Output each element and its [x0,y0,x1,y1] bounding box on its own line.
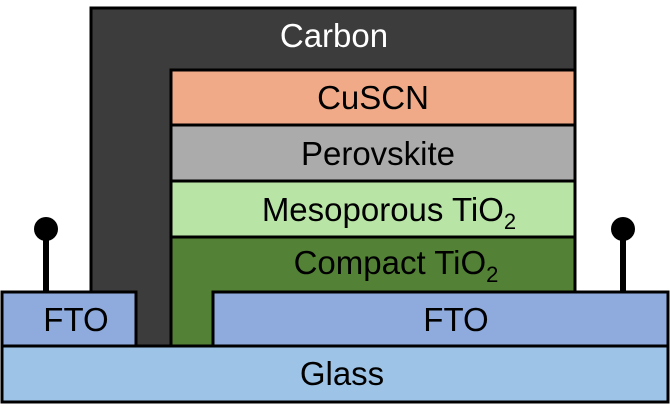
fto-left-layer: FTO [0,290,138,348]
fto-right-label: FTO [423,301,488,338]
perovskite-layer: Perovskite [169,123,577,183]
carbon-label: Carbon [280,17,388,54]
cuscn-label: CuSCN [317,79,429,116]
cuscn-rect [169,68,577,127]
left-contact-terminal [34,217,58,241]
mesoporous-label-main: Mesoporous TiO [262,191,504,228]
mesoporous-tio2-layer: Mesoporous TiO2 [169,179,577,239]
compact-label-main: Compact TiO [294,244,487,281]
fto-left-rect [0,290,138,348]
glass-layer: Glass [0,344,670,404]
mesoporous-label: Mesoporous TiO2 [262,191,516,234]
right-contact-pin [611,217,635,292]
compact-label: Compact TiO2 [294,244,499,287]
perovskite-label: Perovskite [301,135,455,172]
right-contact-terminal [611,217,635,241]
mesoporous-label-sub: 2 [504,209,516,234]
glass-rect [0,344,670,404]
left-contact-pin [34,217,58,292]
glass-label: Glass [300,355,384,392]
compact-label-sub: 2 [486,262,498,287]
fto-left-label: FTO [43,301,108,338]
fto-right-layer: FTO [211,290,670,348]
cuscn-layer: CuSCN [169,68,577,127]
fto-right-rect [211,290,670,348]
